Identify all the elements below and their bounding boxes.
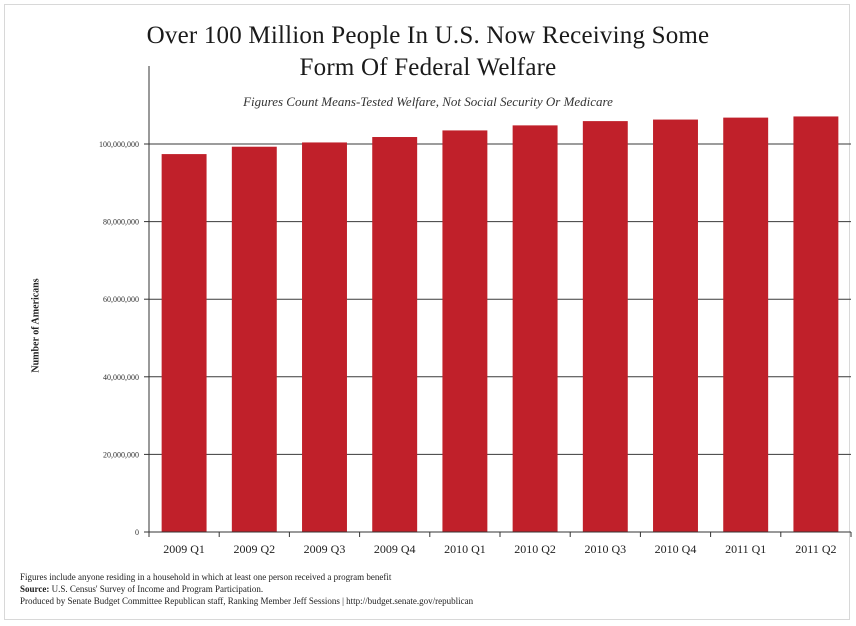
x-tick-label: 2009 Q3 bbox=[304, 542, 346, 556]
footer-produced-by: Produced by Senate Budget Committee Repu… bbox=[20, 596, 474, 606]
bar bbox=[372, 137, 418, 533]
bar bbox=[793, 116, 839, 533]
chart-footer: Figures include anyone residing in a hou… bbox=[20, 571, 840, 607]
chart-frame bbox=[4, 4, 850, 620]
bar bbox=[653, 119, 698, 532]
x-tick-label: 2010 Q2 bbox=[514, 542, 556, 556]
footer-source-label: Source: bbox=[20, 584, 50, 594]
x-tick-label: 2011 Q1 bbox=[725, 542, 766, 556]
x-tick-label: 2009 Q1 bbox=[163, 542, 205, 556]
x-tick-label: 2010 Q1 bbox=[444, 542, 486, 556]
chart-title-line-2: Form Of Federal Welfare bbox=[299, 54, 557, 81]
chart-title: Over 100 Million People In U.S. Now Rece… bbox=[0, 20, 856, 84]
y-tick-label: 80,000,000 bbox=[103, 218, 139, 227]
x-tick-label: 2010 Q3 bbox=[584, 542, 626, 556]
bar bbox=[723, 117, 769, 532]
x-tick-label: 2011 Q2 bbox=[795, 542, 836, 556]
bar bbox=[442, 130, 488, 533]
footer-note: Figures include anyone residing in a hou… bbox=[20, 572, 392, 582]
footer-source-text: U.S. Census' Survey of Income and Progra… bbox=[51, 584, 264, 594]
chart-subtitle: Figures Count Means-Tested Welfare, Not … bbox=[243, 94, 613, 109]
y-tick-label: 60,000,000 bbox=[103, 295, 139, 304]
y-tick-label: 20,000,000 bbox=[103, 450, 139, 459]
y-tick-label: 0 bbox=[135, 528, 139, 537]
bar bbox=[512, 125, 558, 532]
footer-source: Source: U.S. Census' Survey of Income an… bbox=[20, 583, 840, 595]
x-tick-label: 2010 Q4 bbox=[655, 542, 697, 556]
chart-title-line-1: Over 100 Million People In U.S. Now Rece… bbox=[146, 22, 710, 49]
x-tick-label: 2009 Q2 bbox=[233, 542, 275, 556]
y-tick-label: 100,000,000 bbox=[99, 140, 139, 149]
bar bbox=[582, 121, 628, 532]
x-tick-label: 2009 Q4 bbox=[374, 542, 416, 556]
y-tick-label: 40,000,000 bbox=[103, 373, 139, 382]
bar bbox=[302, 142, 347, 532]
bar bbox=[161, 154, 207, 532]
bar bbox=[231, 146, 277, 532]
